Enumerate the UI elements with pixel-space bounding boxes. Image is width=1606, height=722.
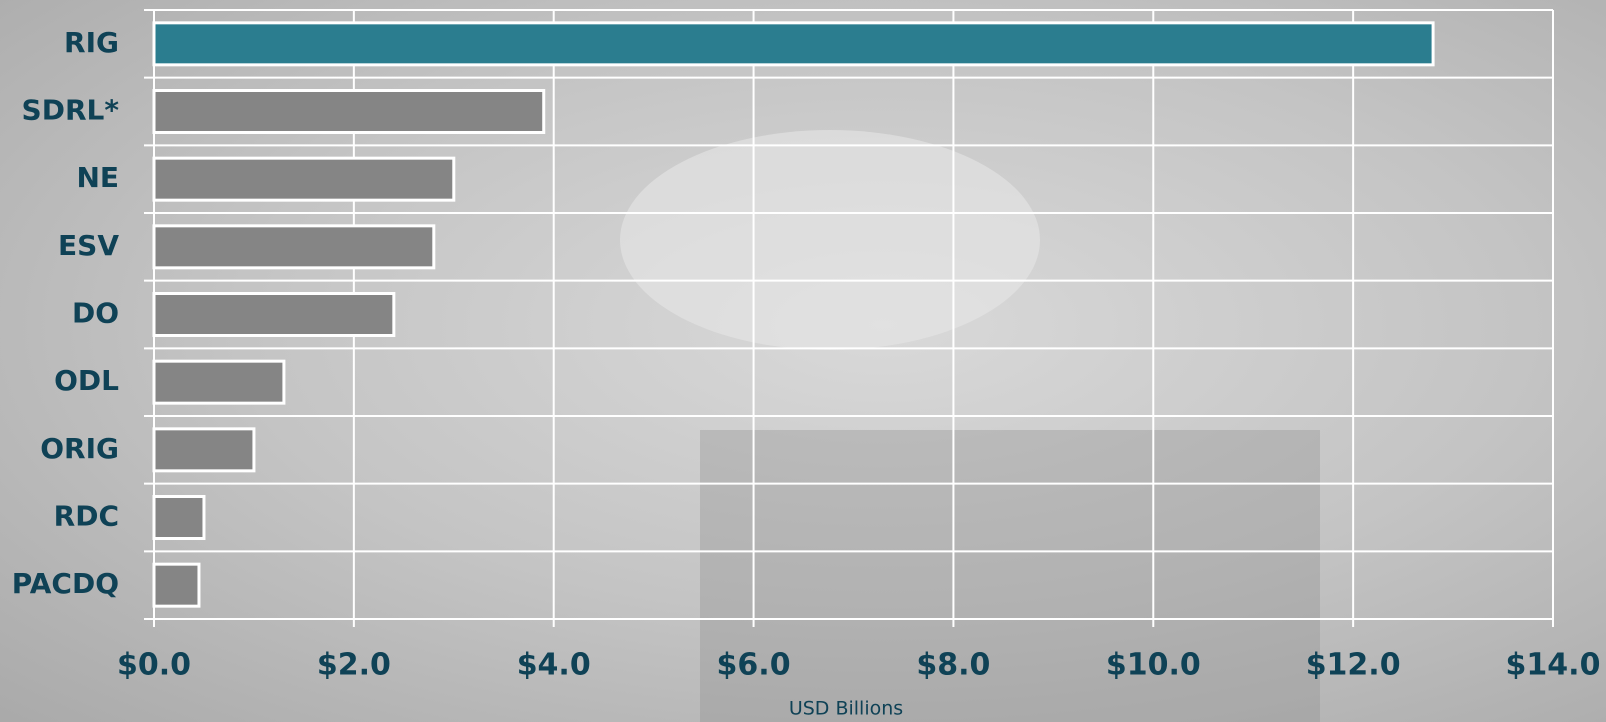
x-tick-label: $10.0 xyxy=(1106,648,1201,683)
bar xyxy=(154,497,204,539)
page: USD Billions $0.0 $2.0 $4.0 $6.0 $8.0 $10.0 $1… xyxy=(0,0,1606,722)
bar xyxy=(154,158,454,200)
y-tick-label: ORIG xyxy=(40,432,119,465)
bar xyxy=(154,23,1433,65)
x-tick-label: $14.0 xyxy=(1506,648,1601,683)
bar xyxy=(154,361,284,403)
y-tick-label: ESV xyxy=(58,229,119,262)
bar xyxy=(154,226,434,268)
x-tick-label: $8.0 xyxy=(916,648,990,683)
bar xyxy=(154,564,199,606)
chart: USD Billions $0.0 $2.0 $4.0 $6.0 $8.0 $10.0 $1… xyxy=(0,0,1606,722)
bar xyxy=(154,91,544,133)
x-tick-label: $6.0 xyxy=(717,648,791,683)
bar xyxy=(154,429,254,471)
background-shape xyxy=(620,130,1040,350)
x-tick-label: $4.0 xyxy=(517,648,591,683)
y-tick-label: RDC xyxy=(54,500,119,533)
y-tick-label: NE xyxy=(76,161,119,194)
background-shape xyxy=(700,430,1320,722)
y-tick-label: ODL xyxy=(54,364,119,397)
x-tick-label: $12.0 xyxy=(1306,648,1401,683)
x-tick-label: $2.0 xyxy=(317,648,391,683)
y-tick-label: PACDQ xyxy=(12,567,119,600)
y-tick-label: RIG xyxy=(64,26,119,59)
x-axis-title: USD Billions xyxy=(789,698,903,720)
x-tick-label: $0.0 xyxy=(117,648,191,683)
y-tick-label: SDRL* xyxy=(22,94,120,127)
y-tick-label: DO xyxy=(72,297,119,330)
bar xyxy=(154,294,394,336)
